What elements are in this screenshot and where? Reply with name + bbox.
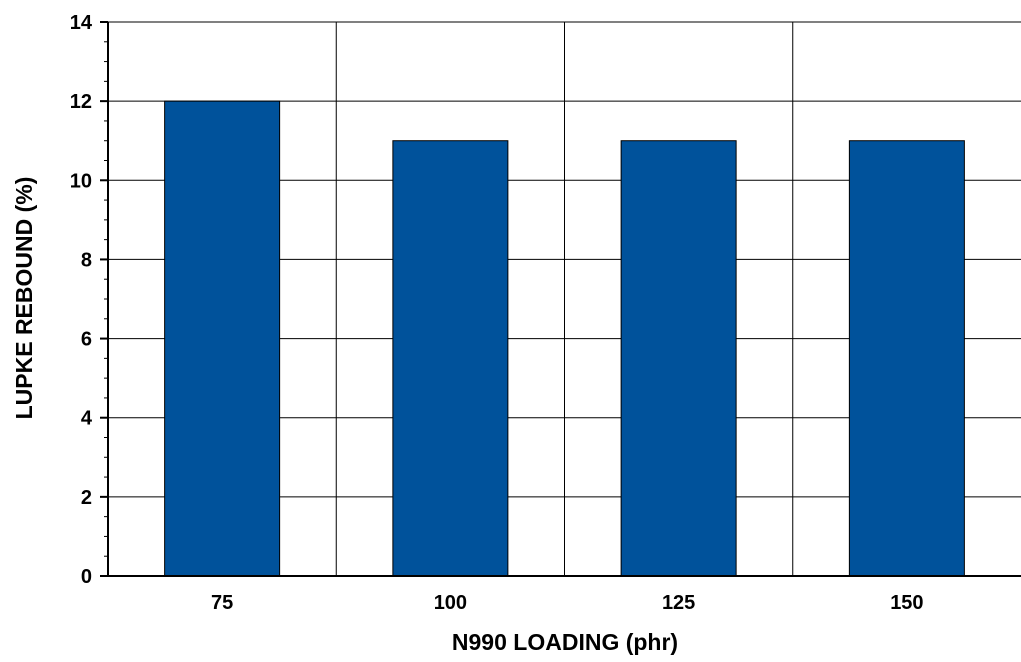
x-tick-label: 150 (890, 592, 923, 614)
bar (848, 140, 965, 577)
tick-labels: 0 2 4 6 8 10 12 14 75 100 125 150 (70, 12, 924, 614)
y-tick-label: 2 (81, 487, 92, 509)
y-tick-label: 0 (81, 566, 92, 588)
y-tick-label: 4 (81, 408, 93, 430)
bar (620, 140, 737, 577)
axes (100, 21, 1021, 577)
x-tick-label: 75 (211, 592, 233, 614)
bars (164, 100, 965, 577)
bar (392, 140, 509, 577)
y-tick-label: 8 (81, 249, 92, 271)
x-tick-label: 125 (662, 592, 695, 614)
y-tick-label: 10 (70, 170, 92, 192)
y-tick-label: 12 (70, 91, 92, 113)
x-axis-title: N990 LOADING (phr) (452, 629, 678, 655)
bar (164, 100, 281, 577)
y-tick-label: 14 (70, 12, 93, 34)
y-tick-label: 6 (81, 329, 92, 351)
y-axis-title: LUPKE REBOUND (%) (11, 177, 37, 420)
x-tick-label: 100 (434, 592, 467, 614)
